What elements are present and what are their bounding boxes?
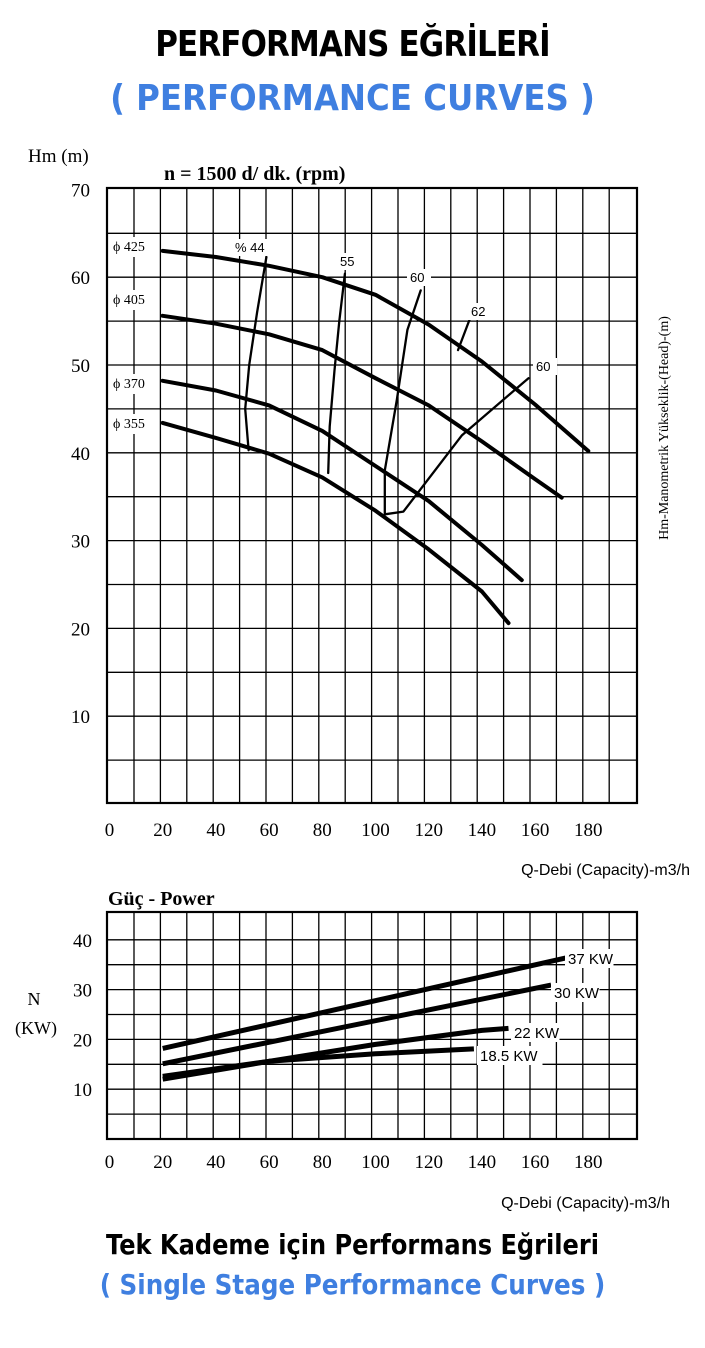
power-y-axis-label: N: [28, 989, 41, 1009]
head-x-tick-label: 40: [206, 820, 225, 841]
head-curve-line: [160, 378, 524, 583]
power-x-tick-label: 20: [153, 1152, 172, 1173]
head-y-tick-label: 30: [71, 532, 90, 553]
efficiency-curve-line: [327, 272, 347, 475]
head-x-tick-label: 100: [361, 820, 390, 841]
head-curve-label: ϕ 425: [113, 240, 145, 255]
efficiency-label-bg: [232, 239, 272, 256]
power-x-tick-label: 180: [574, 1152, 603, 1173]
power-curve-label-bg: [477, 1046, 543, 1065]
power-curve-label-bg: [565, 949, 614, 968]
efficiency-curve-line: [456, 313, 473, 352]
efficiency-curve-line: [383, 289, 530, 516]
efficiency-curve-line: [244, 255, 268, 452]
power-x-tick-label: 60: [260, 1152, 279, 1173]
power-curve-label: 18.5 KW: [480, 1048, 538, 1065]
head-x-tick-label: 120: [414, 820, 443, 841]
power-y-tick-label: 40: [73, 931, 92, 952]
head-curve-label-bg: [110, 237, 150, 257]
head-x-tick-label: 180: [574, 820, 603, 841]
head-x-tick-label: 0: [105, 820, 115, 841]
head-chart: 10 20 30 40 50 60 70 0 20 40 60 80 100 120 140 160 180 Hm…: [28, 146, 690, 879]
efficiency-label: 60: [410, 270, 424, 285]
efficiency-label-bg: [468, 303, 492, 320]
power-curve-line: [162, 1046, 475, 1079]
power-x-tick-label: 80: [313, 1152, 332, 1173]
power-x-tick-label: 0: [105, 1152, 115, 1173]
head-y-axis-label: Hm (m): [28, 146, 89, 167]
power-curve-label-bg: [551, 983, 600, 1002]
power-chart-title: Güç - Power: [108, 888, 215, 910]
power-chart: 10 20 30 40 0 20 40 60 80 100 120 140 160 180 Güç - Po…: [15, 888, 670, 1212]
head-curve-label: ϕ 355: [113, 417, 145, 432]
head-curve-label: ϕ 370: [113, 377, 145, 392]
head-x-tick-label: 20: [153, 820, 172, 841]
power-plot-frame: [105, 910, 639, 1141]
head-y-tick-label: 50: [71, 356, 90, 377]
head-curve-label: ϕ 405: [113, 293, 145, 308]
head-curve-line: [160, 313, 564, 500]
efficiency-label-bg: [337, 253, 361, 270]
head-curve-label-bg: [110, 414, 150, 434]
efficiency-label-bg: [533, 358, 557, 375]
power-y-tick-label: 30: [73, 981, 92, 1002]
head-x-tick-label: 160: [521, 820, 550, 841]
power-x-axis-label: Q-Debi (Capacity)-m3/h: [501, 1195, 670, 1212]
head-y-tick-label: 10: [71, 707, 90, 728]
head-y-tick-label: 40: [71, 444, 90, 465]
power-x-tick-label: 160: [521, 1152, 550, 1173]
power-curve-label-bg: [511, 1023, 560, 1042]
power-curve-label: 37 KW: [568, 951, 614, 968]
head-chart-title: n = 1500 d/ dk. (rpm): [164, 163, 345, 185]
head-x-axis-label: Q-Debi (Capacity)-m3/h: [521, 862, 690, 879]
head-curve-label-bg: [110, 374, 150, 394]
power-x-tick-label: 100: [361, 1152, 390, 1173]
head-x-tick-label: 140: [468, 820, 497, 841]
footer-subtitle: ( Single Stage Performance Curves ): [99, 1268, 606, 1301]
power-curve-label: 30 KW: [554, 985, 600, 1002]
power-y-tick-label: 20: [73, 1030, 92, 1051]
head-curve-label-bg: [110, 290, 150, 310]
power-curve-line: [162, 982, 552, 1067]
power-x-tick-label: 140: [468, 1152, 497, 1173]
efficiency-label: % 44: [235, 240, 265, 255]
power-x-tick-label: 120: [414, 1152, 443, 1173]
head-x-tick-label: 60: [260, 820, 279, 841]
head-curve-line: [160, 248, 591, 453]
head-y-tick-label: 20: [71, 619, 90, 640]
head-x-tick-label: 80: [313, 820, 332, 841]
head-y-tick-label: 70: [71, 180, 90, 201]
page-subtitle: ( PERFORMANCE CURVES ): [110, 78, 595, 119]
power-y-tick-label: 10: [73, 1080, 92, 1101]
efficiency-label: 62: [471, 304, 485, 319]
head-y-tick-label: 60: [71, 268, 90, 289]
efficiency-label: 55: [340, 254, 354, 269]
head-curve-line: [160, 420, 511, 626]
page-title: PERFORMANS EĞRİLERİ: [155, 24, 550, 65]
head-right-axis-label: Hm-Manometrik Yükseklik-(Head)-(m): [657, 316, 672, 540]
footer-title: Tek Kademe için Performans Eğrileri: [105, 1228, 600, 1261]
efficiency-label-bg: [407, 269, 431, 286]
efficiency-label: 60: [536, 359, 550, 374]
power-curve-line: [162, 955, 568, 1051]
head-plot-frame: [105, 186, 639, 805]
power-x-tick-label: 40: [206, 1152, 225, 1173]
power-y-axis-unit: (KW): [15, 1018, 57, 1039]
power-curve-label: 22 KW: [514, 1025, 560, 1042]
